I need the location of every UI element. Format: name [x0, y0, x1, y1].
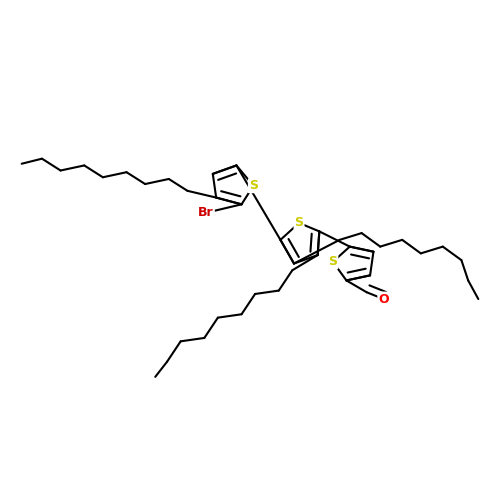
- Text: S: S: [328, 256, 338, 268]
- Text: S: S: [294, 216, 304, 230]
- Text: Br: Br: [198, 206, 214, 220]
- Text: S: S: [249, 179, 258, 192]
- Text: O: O: [378, 292, 389, 306]
